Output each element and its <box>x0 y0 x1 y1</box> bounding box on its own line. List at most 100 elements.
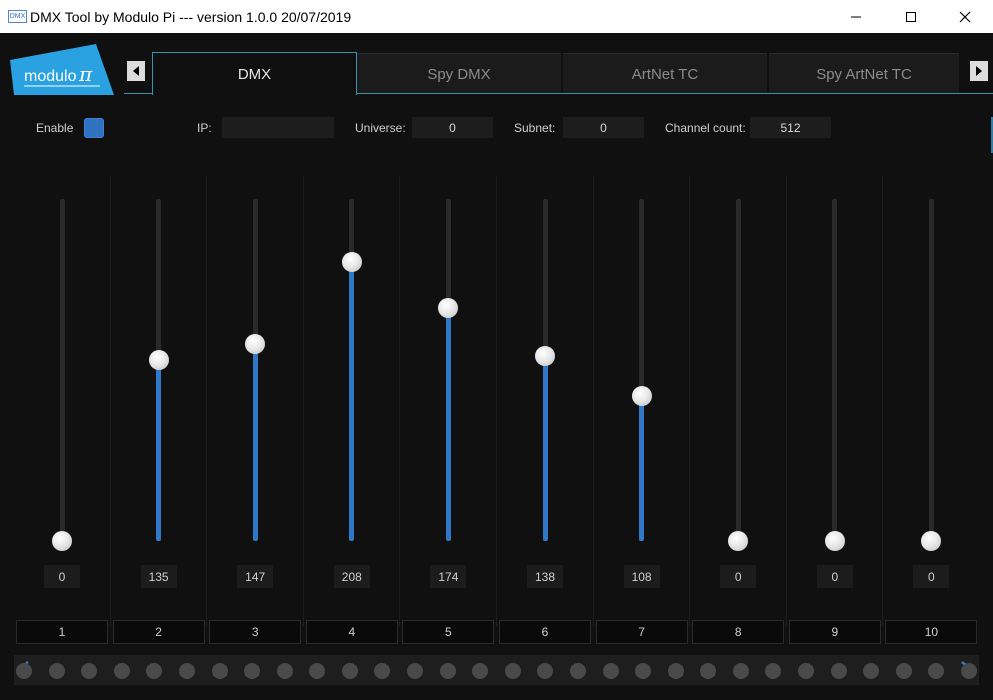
minimize-button[interactable] <box>833 0 879 33</box>
tab-spy-artnet-tc[interactable]: Spy ArtNet TC <box>769 53 959 94</box>
channel-value-field[interactable]: 0 <box>44 565 80 588</box>
pager-dot[interactable] <box>81 663 98 679</box>
channel-number-label: 5 <box>402 620 495 644</box>
close-button[interactable] <box>942 0 988 33</box>
pager-dot[interactable] <box>48 663 65 679</box>
channel-number-label: 8 <box>692 620 785 644</box>
channel-slider-fill <box>252 343 258 541</box>
channel-separator <box>592 176 594 626</box>
pager-dot[interactable] <box>961 663 977 679</box>
channel-slider-handle[interactable] <box>824 531 845 551</box>
pager-dot[interactable] <box>309 663 326 679</box>
pager-dot[interactable] <box>211 663 228 679</box>
channel-separator <box>882 176 884 626</box>
channel-slider-handle[interactable] <box>535 345 555 366</box>
channel-slider-fill <box>349 262 355 541</box>
pager-dot[interactable] <box>504 663 521 679</box>
pager-dot[interactable] <box>178 663 195 679</box>
pager-dot[interactable] <box>700 663 717 679</box>
universe-label: Universe: <box>355 121 406 135</box>
pager-dot[interactable] <box>374 663 391 679</box>
channel-number-label: 9 <box>788 620 881 644</box>
channel-count-field[interactable]: 512 <box>750 117 831 138</box>
channel-slider[interactable] <box>832 199 838 541</box>
pager-dot[interactable] <box>732 663 749 679</box>
close-icon <box>959 11 971 22</box>
pager-dot[interactable] <box>928 663 945 679</box>
channel-slider[interactable] <box>59 199 65 541</box>
channel-value-field[interactable]: 208 <box>333 565 370 588</box>
pager-dot[interactable] <box>439 663 456 679</box>
channel-number-label: 4 <box>305 620 398 644</box>
tab-scroll-left-button[interactable] <box>127 61 145 81</box>
minimize-icon <box>851 16 861 17</box>
channel-separator <box>689 176 691 626</box>
channel-slider-fill <box>639 396 645 541</box>
pager-dot[interactable] <box>635 663 652 679</box>
ip-field[interactable] <box>222 117 334 138</box>
channel-separator <box>109 176 111 626</box>
channel-slider[interactable] <box>735 199 741 541</box>
channel-slider-handle[interactable] <box>245 333 266 354</box>
pager-dot[interactable] <box>798 663 815 679</box>
pager-dot[interactable] <box>863 663 880 679</box>
pager-dot[interactable] <box>407 663 424 679</box>
channel-value-field[interactable]: 0 <box>816 565 853 588</box>
channel-separator <box>496 176 497 626</box>
maximize-button[interactable] <box>888 0 934 33</box>
subnet-label: Subnet: <box>514 121 556 135</box>
universe-field[interactable]: 0 <box>412 117 493 138</box>
window-titlebar: DMX DMX Tool by Modulo Pi --- version 1.… <box>0 0 993 33</box>
channel-slider-handle[interactable] <box>52 531 72 551</box>
channel-number-label: 3 <box>209 620 302 644</box>
channel-slider-handle[interactable] <box>728 531 749 551</box>
pager-dot[interactable] <box>765 663 782 679</box>
channel-separator <box>302 176 304 626</box>
pager-dot[interactable] <box>602 663 619 679</box>
pager-dot[interactable] <box>146 663 163 679</box>
maximize-icon <box>906 11 916 22</box>
enable-label: Enable <box>36 121 74 135</box>
pager-dot[interactable] <box>830 663 847 679</box>
channel-value-field[interactable]: 138 <box>527 565 563 588</box>
channel-slider-handle[interactable] <box>921 531 942 551</box>
channel-pager <box>14 655 979 685</box>
svg-text:π: π <box>78 62 93 86</box>
channel-value-field[interactable]: 0 <box>720 565 757 588</box>
channel-number-label: 7 <box>595 620 688 644</box>
subnet-field[interactable]: 0 <box>563 117 644 138</box>
tab-spy-dmx[interactable]: Spy DMX <box>357 53 561 94</box>
pager-dot[interactable] <box>472 663 489 679</box>
pager-dot[interactable] <box>895 663 912 679</box>
pager-dot[interactable] <box>667 663 684 679</box>
channel-value-field[interactable]: 135 <box>140 565 177 588</box>
app-icon: DMX <box>8 10 27 23</box>
pager-dot[interactable] <box>341 663 358 679</box>
channel-slider-handle[interactable] <box>148 349 169 370</box>
channel-slider-fill <box>542 355 548 541</box>
pager-dot[interactable] <box>16 663 32 679</box>
tab-dmx[interactable]: DMX <box>152 52 357 95</box>
ip-label: IP: <box>197 121 212 135</box>
channel-value-field[interactable]: 108 <box>623 565 660 588</box>
tab-artnet-tc[interactable]: ArtNet TC <box>563 53 767 94</box>
app-body: modulo π Spy DMX ArtNet TC Spy ArtNet TC… <box>0 33 993 700</box>
enable-checkbox[interactable] <box>84 118 104 138</box>
pager-dot[interactable] <box>113 663 130 679</box>
channel-value-field[interactable]: 0 <box>913 565 950 588</box>
channel-value-field[interactable]: 147 <box>237 565 274 588</box>
window-title: DMX Tool by Modulo Pi --- version 1.0.0 … <box>30 9 352 25</box>
svg-text:modulo: modulo <box>24 68 77 85</box>
pager-dot[interactable] <box>244 663 261 679</box>
channel-slider-handle[interactable] <box>438 297 459 318</box>
channel-slider[interactable] <box>639 199 645 541</box>
tab-scroll-right-button[interactable] <box>970 61 988 81</box>
pager-dot[interactable] <box>537 663 554 679</box>
channel-value-field[interactable]: 174 <box>430 565 467 588</box>
channel-slider[interactable] <box>928 199 934 541</box>
channel-slider-handle[interactable] <box>341 252 362 273</box>
channel-slider-handle[interactable] <box>631 386 652 407</box>
pager-dot[interactable] <box>276 663 293 679</box>
pager-dot[interactable] <box>569 663 586 679</box>
triangle-right-icon <box>976 66 982 76</box>
